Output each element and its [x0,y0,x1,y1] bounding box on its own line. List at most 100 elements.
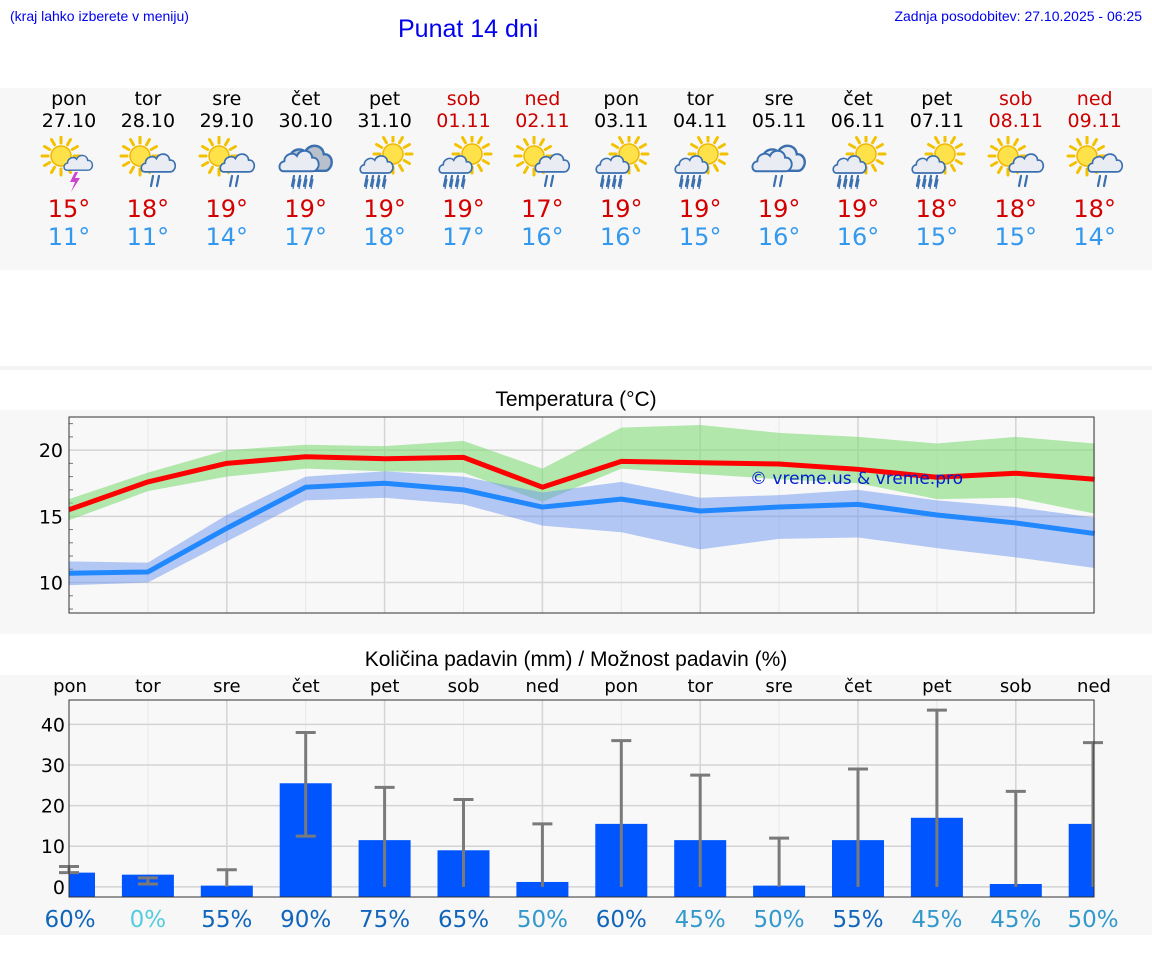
sun-ray [634,163,641,172]
rain-drop [927,174,932,188]
sun-ray [1075,138,1082,147]
sun-ray [954,143,963,149]
sun-ray [144,138,151,147]
cloud-outline [534,153,571,173]
min-temperature: 18° [363,223,406,251]
sun-ray [639,143,648,149]
rain-drop [369,174,374,188]
precipitation-probability: 55% [832,907,883,933]
forecast-days: pon 27.10 15° 11° tor 28.10 18° 11° sre 29.10 19° 1… [0,88,1152,268]
rain-drop [443,178,448,190]
day-date: 01.11 [436,110,491,132]
rain-drop [1096,174,1101,188]
rain-drop [375,174,380,188]
max-temperature: 17° [521,195,564,223]
cloud-outline [219,153,255,173]
day-name: pon [603,88,640,110]
forecast-day: pet 07.11 18° 15° [897,88,977,251]
sun-ray [476,136,483,145]
sun-ray [149,145,158,151]
sun-ray [207,165,214,174]
sun-ray [875,159,884,165]
rain-drop [308,174,313,188]
sun-ray [926,143,936,149]
rain-drop [292,178,296,190]
divider [0,366,1152,370]
cloud-shape [674,155,709,174]
day-label: pet [922,676,952,697]
forecast-day: pet 31.10 19° 18° [345,88,425,251]
max-temperature: 18° [994,195,1038,223]
min-temperature: 11° [126,223,170,251]
rain-drop [697,174,702,188]
day-name: čet [843,88,873,110]
sun-ray [381,136,388,145]
rain-drop [371,178,375,190]
rain-drop [679,174,684,188]
sun-cloud-rain-icon [358,136,414,190]
forecast-day: ned 02.11 17° 16° [502,88,582,251]
cloud-outline [63,154,94,171]
rain-drop [460,174,465,188]
forecast-day: ned 09.11 18° 14° [1055,88,1135,251]
rain-drop [442,174,447,188]
rain-drop [854,174,860,188]
cloud-shape [911,155,946,174]
cloud-shape [437,155,473,174]
sun-cloud-rain-icon [595,136,650,190]
sun-cloud-rain-icon [832,136,887,190]
max-temperature: 15° [47,195,91,223]
rain-drop [613,178,617,190]
min-temperature: 15° [994,223,1038,251]
max-temperature: 18° [915,195,959,223]
cloud-outline [911,155,946,174]
sun-ray [223,138,230,147]
sun-ray [516,161,525,167]
rain-drop [838,178,842,190]
cloud-shape [595,155,631,174]
rain-drop [296,174,301,188]
min-range-band [69,471,1095,586]
day-date: 05.11 [751,110,807,132]
day-name: tor [134,88,162,110]
sun-ray [516,145,525,151]
precipitation-bar [989,884,1042,897]
cloud-shape [278,149,320,173]
min-temperature: 16° [521,223,564,251]
precipitation-probability: 65% [438,907,489,933]
y-tick-label: 10 [39,573,63,595]
plot-frame [68,699,1095,898]
day-date: 09.11 [1067,110,1122,132]
sun-disc [50,145,72,167]
rain-drop [606,174,611,188]
cloud-outline [674,155,709,174]
max-temperature: 19° [600,195,643,223]
sun-ray [996,138,1003,147]
precipitation-probability: 50% [1067,907,1118,933]
min-temperature: 17° [284,223,327,251]
min-temperature: 15° [678,223,722,251]
sun-ray [402,143,411,149]
rain-drop [691,174,696,188]
day-date: 30.10 [278,110,333,132]
forecast-day: sre 05.11 19° 16° [739,88,819,251]
rain-drop [155,174,160,188]
precipitation-probability: 75% [359,907,410,933]
rain-drop [381,174,386,188]
precipitation-probability: 0% [130,907,167,933]
rain-drop [363,174,368,188]
y-tick-label: 20 [39,440,63,462]
day-date: 07.11 [909,110,965,132]
day-name: pet [921,88,953,110]
rain-drop [149,174,154,188]
forecast-day: sre 29.10 19° 14° [187,88,267,251]
rain-drop [933,174,938,188]
day-name: tor [686,88,714,110]
day-name: pet [368,88,401,110]
sun-ray [717,159,727,165]
sun-ray [200,145,210,151]
day-date: 28.10 [120,110,176,132]
precipitation-bar [121,874,174,897]
max-temperature: 18° [126,195,170,223]
cloud-outline [358,155,394,174]
